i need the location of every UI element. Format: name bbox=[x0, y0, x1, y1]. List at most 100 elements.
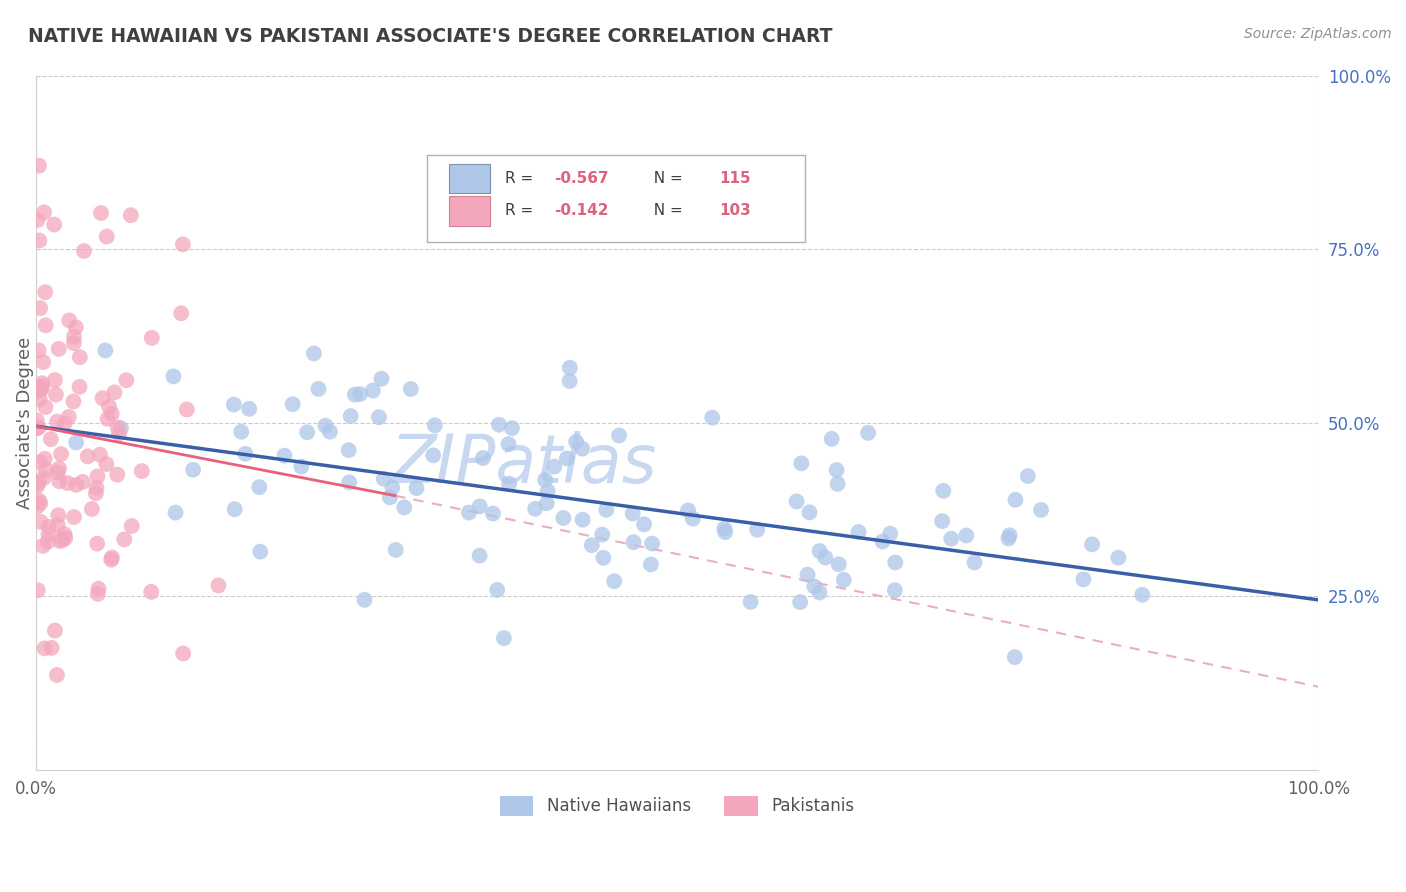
Point bbox=[72, 475, 94, 489]
Text: Source: ZipAtlas.com: Source: ZipAtlas.com bbox=[1244, 27, 1392, 41]
Point bbox=[28, 392, 51, 407]
Point bbox=[273, 449, 295, 463]
Point bbox=[370, 371, 392, 385]
Point bbox=[222, 398, 245, 412]
Point bbox=[290, 459, 312, 474]
Point bbox=[107, 420, 129, 434]
Point bbox=[1029, 503, 1052, 517]
Point bbox=[931, 514, 953, 528]
Point bbox=[87, 587, 110, 601]
Point bbox=[34, 641, 56, 656]
Point bbox=[558, 360, 581, 375]
Point bbox=[534, 473, 557, 487]
Point bbox=[48, 474, 70, 488]
Point bbox=[37, 534, 59, 549]
Point bbox=[34, 318, 56, 333]
Point bbox=[103, 385, 125, 400]
Point bbox=[65, 320, 87, 334]
Point bbox=[63, 330, 86, 344]
Point bbox=[339, 409, 361, 423]
Point bbox=[34, 451, 56, 466]
Point bbox=[828, 558, 851, 572]
Point bbox=[367, 410, 389, 425]
Point bbox=[141, 585, 163, 599]
Point bbox=[28, 493, 51, 508]
Point bbox=[38, 520, 60, 534]
Point bbox=[121, 519, 143, 533]
Point bbox=[46, 518, 69, 533]
Point bbox=[63, 510, 86, 524]
Point bbox=[1081, 537, 1104, 551]
Point bbox=[565, 434, 588, 449]
Legend: Native Hawaiians, Pakistanis: Native Hawaiians, Pakistanis bbox=[492, 787, 862, 824]
Point bbox=[44, 373, 66, 387]
Point bbox=[607, 428, 630, 442]
Point bbox=[472, 451, 495, 466]
Point bbox=[543, 459, 565, 474]
Point bbox=[170, 306, 193, 320]
Point bbox=[373, 472, 395, 486]
Point bbox=[62, 336, 84, 351]
Point bbox=[468, 500, 491, 514]
Point bbox=[384, 542, 406, 557]
Point bbox=[713, 522, 735, 536]
Point bbox=[872, 534, 894, 549]
Point bbox=[295, 425, 318, 440]
Point bbox=[91, 391, 114, 405]
Point bbox=[108, 426, 131, 441]
Point bbox=[49, 447, 72, 461]
Point bbox=[32, 205, 55, 219]
Point bbox=[27, 583, 49, 598]
Point bbox=[62, 394, 84, 409]
Point bbox=[37, 527, 59, 541]
Point bbox=[998, 528, 1021, 542]
Point bbox=[27, 500, 49, 514]
Point bbox=[25, 381, 48, 395]
Point bbox=[423, 418, 446, 433]
Point bbox=[501, 421, 523, 435]
Point bbox=[32, 471, 55, 485]
Point bbox=[603, 574, 626, 589]
Point bbox=[30, 515, 52, 529]
Point bbox=[319, 425, 342, 439]
Point bbox=[32, 539, 55, 553]
Point bbox=[378, 491, 401, 505]
Point bbox=[488, 417, 510, 432]
Point bbox=[353, 592, 375, 607]
Point bbox=[714, 525, 737, 540]
Point bbox=[747, 523, 769, 537]
Point bbox=[349, 387, 371, 401]
Point bbox=[30, 301, 52, 315]
Point bbox=[337, 475, 360, 490]
Point bbox=[44, 624, 66, 638]
Point bbox=[555, 451, 578, 466]
Point bbox=[808, 585, 831, 599]
Point bbox=[803, 580, 825, 594]
Point bbox=[247, 480, 270, 494]
Point bbox=[110, 421, 132, 435]
Point bbox=[595, 503, 617, 517]
Point bbox=[558, 374, 581, 388]
Text: R =: R = bbox=[505, 170, 538, 186]
Point bbox=[524, 501, 547, 516]
Point bbox=[90, 206, 112, 220]
Point bbox=[207, 578, 229, 592]
Point bbox=[65, 478, 87, 492]
Point bbox=[34, 400, 56, 414]
Point bbox=[235, 447, 257, 461]
Point bbox=[468, 549, 491, 563]
Point bbox=[35, 463, 58, 477]
Point bbox=[41, 640, 63, 655]
Point bbox=[48, 342, 70, 356]
Point bbox=[25, 413, 48, 427]
Point bbox=[86, 536, 108, 550]
Point bbox=[498, 476, 520, 491]
Point bbox=[100, 553, 122, 567]
Point bbox=[799, 505, 821, 519]
Point bbox=[581, 538, 603, 552]
Point bbox=[115, 373, 138, 387]
Point bbox=[633, 517, 655, 532]
Point bbox=[28, 234, 51, 248]
Point bbox=[883, 583, 905, 598]
Point bbox=[46, 508, 69, 523]
